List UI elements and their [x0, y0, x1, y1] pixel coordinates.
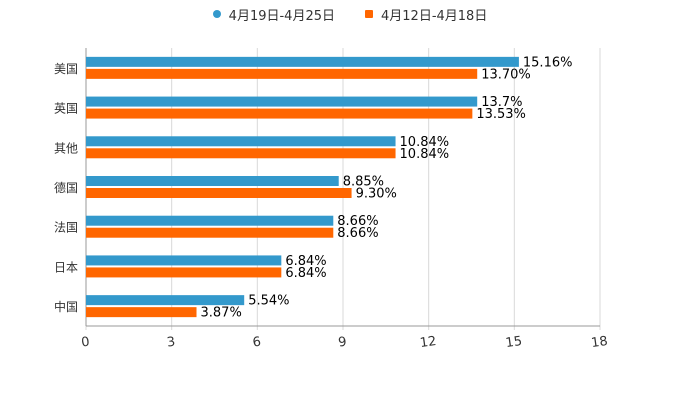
data-label-series-2: 13.53% — [476, 107, 526, 122]
x-tick-label: 15 — [505, 334, 523, 351]
legend-circle-icon — [212, 10, 221, 18]
category-label: 中国 — [54, 299, 78, 314]
bar-series-1 — [86, 96, 478, 107]
legend-label-series-2: 4月12日-4月18日 — [381, 8, 488, 24]
category-label: 德国 — [54, 180, 78, 195]
data-label-series-2: 9.30% — [356, 187, 397, 202]
bar-series-2 — [86, 307, 197, 318]
bar-series-1 — [86, 255, 282, 266]
x-tick-label: 12 — [419, 334, 437, 351]
data-label-series-1: 6.84% — [285, 254, 326, 269]
data-label-series-1: 5.54% — [248, 294, 289, 309]
x-tick-label: 9 — [337, 335, 347, 351]
data-label-series-1: 8.85% — [343, 175, 384, 190]
bar-series-1 — [86, 176, 339, 186]
category-label: 日本 — [54, 260, 78, 274]
data-label-series-2: 8.66% — [337, 226, 378, 241]
bar-series-1 — [86, 215, 334, 226]
bar-series-2 — [86, 267, 282, 278]
data-label-series-1: 13.7% — [481, 95, 522, 110]
x-tick-label: 18 — [590, 334, 608, 351]
data-label-series-2: 6.84% — [285, 266, 326, 281]
legend-item-series-1[interactable]: 4月19日-4月25日 — [212, 4, 335, 24]
bar-series-1 — [86, 295, 245, 306]
legend-item-series-2[interactable]: 4月12日-4月18日 — [365, 4, 487, 24]
category-label: 其他 — [54, 141, 78, 155]
bar-series-2 — [86, 227, 334, 238]
bar-series-2 — [86, 188, 352, 198]
data-label-series-2: 10.84% — [400, 147, 450, 162]
bar-series-2 — [86, 108, 473, 119]
data-label-series-2: 3.87% — [201, 306, 242, 321]
bar-series-2 — [86, 148, 396, 159]
legend-square-icon — [365, 10, 373, 18]
data-label-series-1: 8.66% — [337, 214, 378, 229]
x-tick-label: 3 — [166, 335, 176, 351]
legend-label-series-1: 4月19日-4月25日 — [228, 8, 335, 24]
bar-series-2 — [86, 68, 478, 79]
data-label-series-1: 10.84% — [400, 135, 450, 150]
data-label-series-1: 15.16% — [523, 55, 573, 70]
x-tick-label: 6 — [252, 335, 262, 351]
category-label: 法国 — [54, 221, 78, 235]
x-tick-label: 0 — [80, 335, 90, 351]
chart-legend: 4月19日-4月25日 4月12日-4月18日 — [0, 4, 700, 24]
bar-series-1 — [86, 136, 396, 147]
data-label-series-2: 13.70% — [481, 67, 531, 82]
category-label: 美国 — [54, 62, 78, 76]
category-label: 英国 — [54, 102, 78, 116]
bar-series-1 — [86, 56, 519, 67]
